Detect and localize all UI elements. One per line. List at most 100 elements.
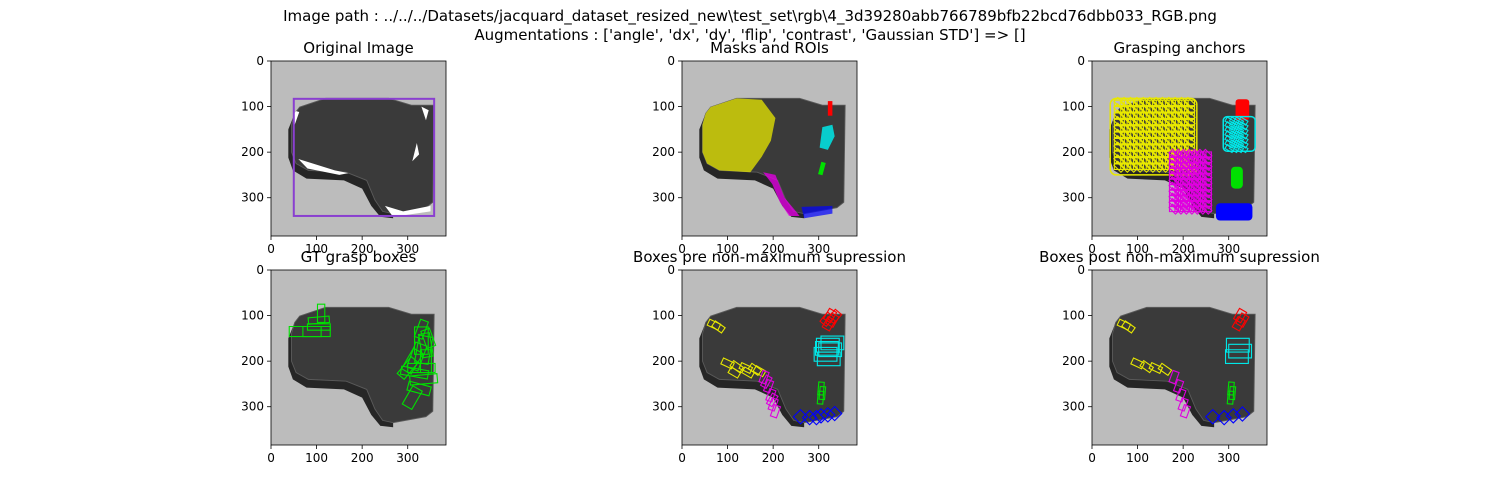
gt-grasp-box — [316, 303, 326, 323]
grasp-red — [819, 311, 835, 328]
gt-grasp-box — [302, 325, 331, 338]
anchor-cyan — [1237, 116, 1249, 126]
anchor-cyan — [1228, 139, 1240, 149]
mask-green — [818, 161, 826, 176]
anchor-cyan — [1233, 120, 1245, 131]
overlay-pre-nms — [706, 307, 845, 426]
x-tick-label: 100 — [716, 242, 739, 256]
y-tick-label: 100 — [652, 309, 675, 323]
grasp-magenta — [1177, 397, 1189, 412]
anchor-cyan — [1224, 143, 1236, 154]
grasp-magenta — [759, 374, 773, 390]
gt-grasp-box — [399, 365, 430, 380]
grasp-magenta — [765, 387, 777, 403]
grasp-magenta — [1168, 369, 1180, 385]
x-tick-label: 200 — [1172, 451, 1195, 465]
axes-frame — [1091, 60, 1268, 237]
grasp-red — [1231, 315, 1247, 332]
anchor-magenta — [1201, 203, 1213, 215]
x-tick-label: 300 — [807, 451, 830, 465]
gt-grasp-box — [413, 318, 430, 340]
anchor-cyan — [1224, 120, 1236, 131]
grasp-yellow — [1157, 362, 1173, 377]
x-tick-label: 100 — [305, 451, 328, 465]
overlay-gt — [288, 303, 439, 411]
anchor-magenta — [1201, 170, 1213, 183]
anchor-cyan — [1233, 139, 1245, 149]
y-tick-label: 300 — [652, 400, 675, 414]
object-silhouette — [1112, 306, 1256, 424]
overlay-post-nms — [1116, 307, 1253, 426]
grasp-yellow — [1148, 361, 1164, 375]
anchor-yellow — [1113, 160, 1126, 173]
x-tick-label: 200 — [762, 451, 785, 465]
roi-box — [292, 97, 436, 217]
anchor-magenta — [1201, 186, 1213, 199]
grasp-magenta — [769, 403, 782, 419]
overlay-masks — [702, 98, 835, 219]
anchor-yellow — [1138, 160, 1152, 173]
overlay-original — [292, 97, 436, 217]
x-tick-label: 200 — [351, 242, 374, 256]
grasp-magenta — [765, 392, 779, 408]
grasp-blue — [1204, 408, 1221, 425]
anchor-yellow-outline — [1109, 97, 1198, 176]
anchor-yellow — [1183, 96, 1196, 110]
grasp-red — [1232, 307, 1248, 324]
axes-frame — [270, 60, 447, 237]
figure-suptitle-line-2: Augmentations : ['angle', 'dx', 'dy', 'f… — [474, 26, 1026, 44]
anchor-magenta — [1179, 203, 1191, 215]
y-tick-label: 200 — [241, 145, 264, 159]
anchor-cyan — [1233, 125, 1245, 136]
x-tick-label: 0 — [267, 451, 275, 465]
x-tick-label: 0 — [678, 451, 686, 465]
anchor-magenta — [1201, 148, 1213, 161]
panel-image-anchors — [1092, 61, 1267, 236]
anchor-yellow — [1151, 160, 1164, 173]
grasp-green — [816, 390, 825, 405]
panel-image-masks — [682, 61, 857, 236]
gt-grasp-box — [420, 327, 437, 350]
axes-frame — [681, 60, 858, 237]
anchor-cyan — [1224, 130, 1236, 140]
y-tick-label: 0 — [256, 263, 264, 277]
x-tick-label: 200 — [351, 451, 374, 465]
y-tick-label: 200 — [1062, 354, 1085, 368]
anchor-yellow — [1125, 160, 1139, 173]
y-tick-label: 100 — [241, 100, 264, 114]
gt-grasp-box — [407, 362, 436, 374]
anchor-cyan — [1228, 116, 1240, 126]
y-tick-label: 100 — [1062, 100, 1085, 114]
anchor-yellow — [1157, 160, 1171, 173]
anchor-cyan — [1224, 125, 1236, 136]
anchor-magenta — [1201, 159, 1213, 172]
panel-pre-nms: Boxes pre non-maximum supression00100100… — [633, 248, 906, 465]
grasp-green — [1226, 390, 1235, 405]
anchor-yellow — [1132, 160, 1145, 173]
mask-red — [827, 101, 833, 116]
panel-image-original — [271, 61, 446, 236]
y-tick-label: 0 — [1077, 54, 1085, 68]
anchor-cyan — [1233, 134, 1245, 145]
y-tick-label: 0 — [256, 54, 264, 68]
object-shadow — [288, 113, 394, 219]
axes-frame — [270, 269, 447, 446]
anchor-yellow — [1183, 115, 1196, 129]
x-tick-label: 0 — [1088, 451, 1096, 465]
anchor-yellow — [1183, 103, 1196, 116]
grasp-cyan — [1224, 349, 1249, 364]
anchor-cyan — [1233, 143, 1245, 154]
grasp-cyan — [814, 341, 839, 356]
anchor-cyan — [1233, 130, 1245, 140]
highlight — [298, 158, 349, 175]
grasp-yellow — [720, 357, 736, 370]
grasp-cyan — [820, 335, 845, 351]
grasp-red — [825, 312, 840, 329]
y-tick-label: 300 — [1062, 400, 1085, 414]
y-tick-label: 200 — [652, 145, 675, 159]
anchor-cyan — [1237, 143, 1249, 154]
grasp-magenta — [1179, 403, 1192, 419]
x-tick-label: 300 — [396, 242, 419, 256]
anchor-cyan — [1237, 130, 1249, 140]
